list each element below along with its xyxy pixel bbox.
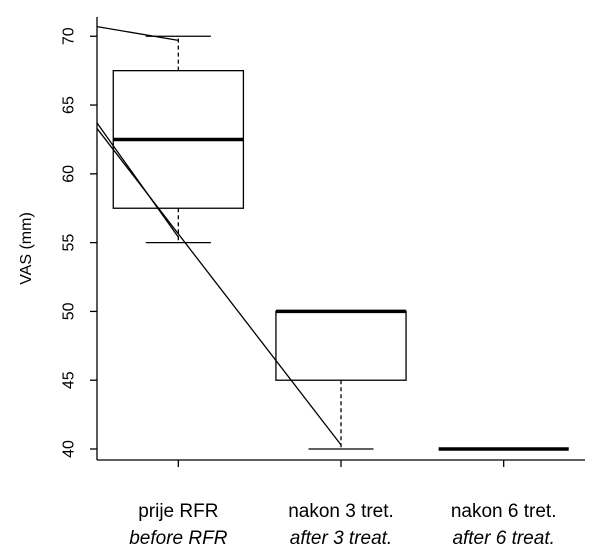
y-tick-label: 65 <box>61 96 78 114</box>
plot-area: 40 45 50 55 60 65 70 prije RFR before RFR nakon 3… <box>61 17 585 549</box>
y-tick-label: 50 <box>61 302 78 320</box>
category-sublabel: after 6 treat. <box>452 528 554 549</box>
y-tick-label: 40 <box>61 440 78 458</box>
category-label: prije RFR <box>138 501 218 522</box>
y-tick-label: 60 <box>61 165 78 183</box>
category-sublabel: before RFR <box>129 528 227 549</box>
trend-line <box>96 128 342 446</box>
category-label: nakon 3 tret. <box>288 501 394 522</box>
box <box>275 310 407 381</box>
y-tick-label: 45 <box>61 371 78 389</box>
trend-line <box>96 25 179 42</box>
category-label: nakon 6 tret. <box>451 501 557 522</box>
category-sublabel: after 3 treat. <box>290 528 392 549</box>
y-axis-title-group: VAS (mm) <box>18 212 35 285</box>
y-tick-label: 70 <box>61 27 78 45</box>
y-axis-title: VAS (mm) <box>18 212 35 285</box>
trend-line <box>96 122 179 238</box>
y-tick-label: 55 <box>61 234 78 252</box>
